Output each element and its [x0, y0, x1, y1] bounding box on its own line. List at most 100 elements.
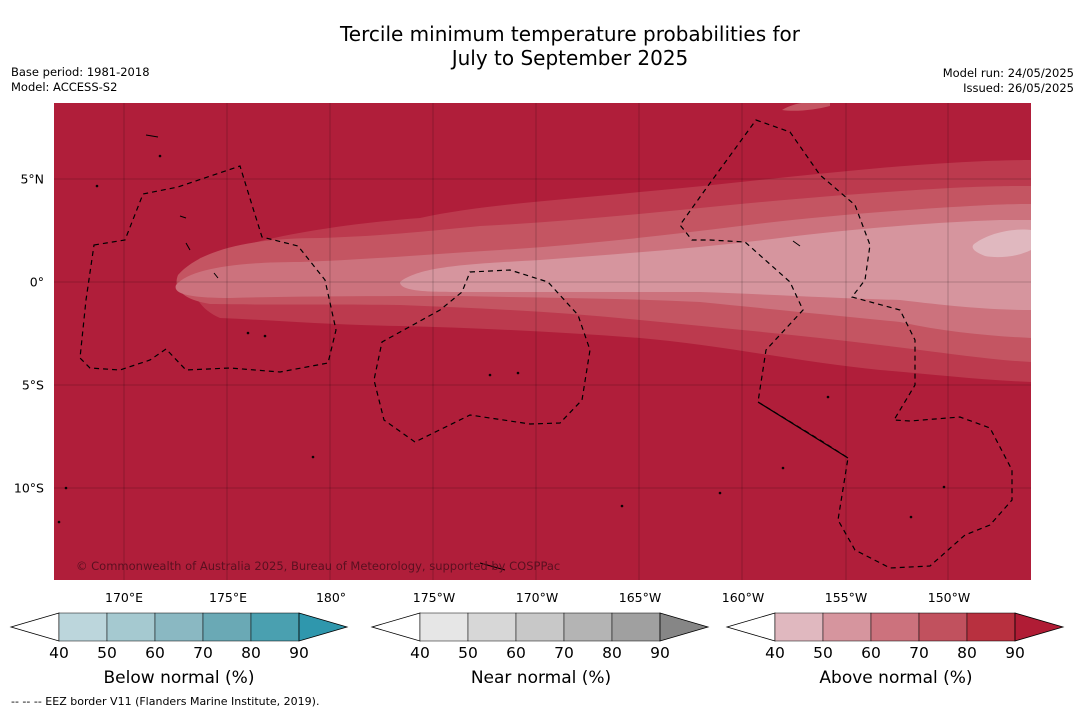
colorbar-below-segment [58, 612, 108, 642]
island-dot [246, 331, 250, 335]
lon-label-165w: 165°W [618, 590, 662, 605]
lon-label-170e: 170°E [104, 590, 144, 605]
eez-border-kiribati-gilbert [79, 165, 337, 373]
colorbar-near-extend-low [370, 612, 421, 642]
colorbar-near-extend-high [659, 612, 710, 642]
colorbar-below-extend-high [298, 612, 349, 642]
colorbar-above-segment [774, 612, 824, 642]
lon-label-180: 180° [315, 590, 347, 605]
island-dot [95, 184, 99, 188]
colorbar-near-segment [611, 612, 661, 642]
model-run: Model run: 24/05/2025 [942, 66, 1074, 80]
island-outline [179, 215, 187, 219]
colorbar-above-segment [918, 612, 968, 642]
colorbar-tick: 70 [554, 644, 574, 662]
island-dot [942, 485, 946, 489]
colorbar-above-title: Above normal (%) [819, 668, 973, 688]
metadata-right: Model run: 24/05/2025 Issued: 26/05/2025 [943, 66, 1074, 96]
colorbar-above-extend-high [1014, 612, 1065, 642]
colorbar-near-segment [467, 612, 517, 642]
colorbar-above-extend-low [725, 612, 776, 642]
eez-borders [79, 119, 1013, 569]
colorbar-tick: 40 [765, 644, 785, 662]
island-outline [213, 272, 219, 279]
eez-border-solid-segment [757, 401, 849, 459]
colorbar-tick: 40 [410, 644, 430, 662]
colorbar-tick: 50 [97, 644, 117, 662]
title-line-2: July to September 2025 [451, 46, 689, 70]
colorbar-below-segment [202, 612, 252, 642]
colorbar-tick: 80 [241, 644, 261, 662]
colorbar-near-segment [419, 612, 469, 642]
probability-band-core [972, 229, 1031, 258]
colorbar-near-segment [515, 612, 565, 642]
lon-label-175e: 175°E [208, 590, 248, 605]
lat-label-5s: 5°S [21, 377, 44, 393]
chart-title: Tercile minimum temperature probabilitie… [0, 22, 1085, 70]
copyright-notice: © Commonwealth of Australia 2025, Bureau… [76, 559, 561, 573]
colorbar-tick: 60 [861, 644, 881, 662]
probability-band-north [782, 103, 830, 111]
colorbar-below-segment [106, 612, 156, 642]
island-dot [516, 371, 520, 375]
colorbar-below-segment [154, 612, 204, 642]
lon-label-150w: 150°W [927, 590, 971, 605]
colorbar-near-segment [563, 612, 613, 642]
colorbar-tick: 90 [1005, 644, 1025, 662]
model-name: Model: ACCESS-S2 [11, 80, 118, 94]
base-period: Base period: 1981-2018 [11, 65, 150, 79]
colorbar-below-extend-low [9, 612, 60, 642]
lat-label-5n: 5°N [20, 171, 44, 187]
island-outline [145, 134, 159, 138]
island-outline [792, 240, 801, 247]
probability-band-40-50 [400, 220, 1031, 310]
gridlines [54, 103, 1031, 580]
eez-border-kiribati-line [679, 119, 1013, 569]
colorbar-above-segment [966, 612, 1016, 642]
colorbars [9, 612, 1065, 642]
island-dot [64, 486, 68, 490]
island-dot [781, 466, 785, 470]
lon-label-175w: 175°W [412, 590, 456, 605]
island-dot [57, 520, 61, 524]
colorbar-tick: 90 [289, 644, 309, 662]
eez-border-kiribati-phoenix [373, 269, 591, 443]
island-outline [185, 242, 191, 251]
colorbar-tick: 50 [813, 644, 833, 662]
colorbar-near-title: Near normal (%) [470, 668, 612, 688]
island-dot [620, 504, 624, 508]
island-dot [158, 154, 162, 158]
eez-footnote: -- -- -- EEZ border V11 (Flanders Marine… [11, 695, 320, 708]
issued-date: Issued: 26/05/2025 [963, 81, 1074, 95]
map-area [54, 103, 1031, 580]
islands [57, 134, 946, 571]
colorbar-tick: 60 [145, 644, 165, 662]
colorbar-tick: 70 [909, 644, 929, 662]
lat-label-0: 0° [29, 274, 44, 290]
colorbar-above-segment [822, 612, 872, 642]
colorbar-below-title: Below normal (%) [103, 668, 255, 688]
island-dot [311, 455, 315, 459]
lon-label-170w: 170°W [515, 590, 559, 605]
lon-label-160w: 160°W [721, 590, 765, 605]
island-dot [718, 491, 722, 495]
title-line-1: Tercile minimum temperature probabilitie… [339, 22, 801, 46]
metadata-left: Base period: 1981-2018 Model: ACCESS-S2 [11, 65, 150, 95]
colorbar-tick: 90 [650, 644, 670, 662]
lat-label-10s: 10°S [13, 480, 44, 496]
colorbar-below-segment [250, 612, 300, 642]
island-dot [909, 515, 913, 519]
colorbar-above-segment [870, 612, 920, 642]
colorbar-tick: 80 [602, 644, 622, 662]
colorbar-tick: 60 [506, 644, 526, 662]
colorbar-tick: 50 [458, 644, 478, 662]
island-dot [826, 395, 830, 399]
lon-label-155w: 155°W [824, 590, 868, 605]
island-dot [263, 334, 267, 338]
island-dot [488, 373, 492, 377]
colorbar-tick: 80 [957, 644, 977, 662]
island-outline [479, 562, 506, 571]
colorbar-tick: 40 [49, 644, 69, 662]
colorbar-tick: 70 [193, 644, 213, 662]
